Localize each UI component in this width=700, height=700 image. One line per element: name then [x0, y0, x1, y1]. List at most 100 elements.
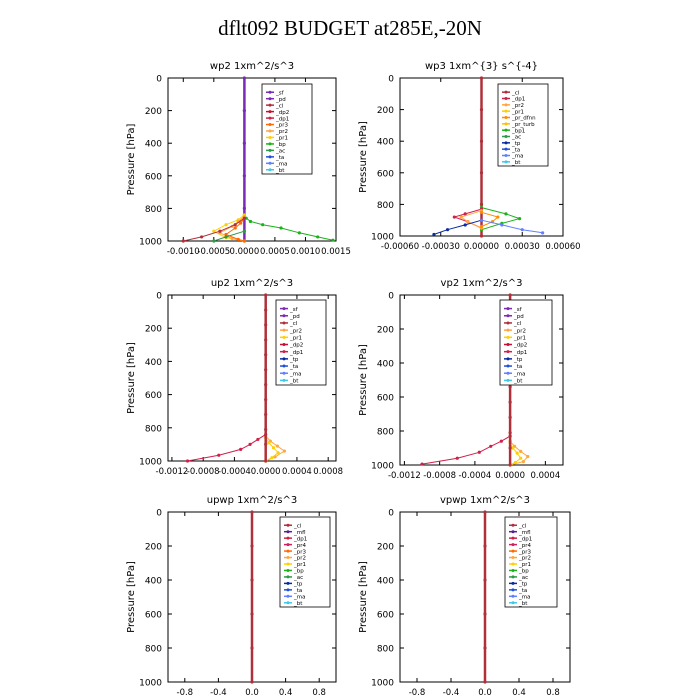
- y-tick-label: 1000: [371, 679, 394, 689]
- y-tick-label: 800: [377, 428, 394, 438]
- series-point-sf: [242, 141, 246, 145]
- series-point-cl: [479, 76, 484, 80]
- series-point-cl: [508, 415, 512, 419]
- legend-marker-ta: [286, 588, 290, 592]
- legend-marker-dp1: [268, 116, 272, 120]
- series-point-dp1: [452, 215, 456, 219]
- series-point-pr_dfnn: [479, 210, 484, 214]
- legend-marker-ta: [511, 588, 515, 592]
- y-tick-label: 0: [156, 75, 162, 85]
- series-point-cl: [264, 293, 268, 297]
- series-point-pr_dfnn: [496, 215, 500, 219]
- series-point-cl: [218, 229, 222, 233]
- legend-label: _mfl: [293, 530, 306, 536]
- series-line-bp: [481, 207, 522, 231]
- y-tick-label: 0: [156, 509, 162, 519]
- legend-label: _pd: [513, 314, 524, 320]
- legend-marker-sf: [506, 307, 510, 311]
- series-point-pr1: [276, 451, 280, 455]
- series-point-cl: [200, 235, 204, 239]
- x-tick-label: 0.4: [512, 688, 526, 698]
- x-tick-label: -0.0004: [218, 467, 251, 477]
- plot-frame: [399, 294, 564, 466]
- series-point-sf: [242, 76, 246, 80]
- series-point-cl: [264, 397, 268, 402]
- x-tick-label: 0.8: [546, 688, 560, 698]
- legend-label: _sf: [513, 307, 523, 313]
- series-point-pr1: [212, 229, 216, 233]
- legend-label: _pr3: [293, 549, 307, 555]
- y-tick-label: 400: [145, 577, 162, 587]
- legend-label: _pr1: [511, 109, 524, 115]
- legend-label: _cl: [275, 103, 284, 109]
- series-point-bp: [261, 223, 265, 227]
- legend-label: _cl: [518, 523, 527, 529]
- legend-marker-cl: [286, 523, 290, 527]
- series-point-dp1: [455, 456, 459, 460]
- legend-marker-cl: [511, 523, 515, 527]
- series-point-bp: [316, 235, 320, 239]
- legend-label: _pr2: [275, 129, 288, 135]
- x-tick-label: 0.0004: [531, 471, 561, 481]
- legend-box: [275, 299, 327, 386]
- series-point-cl: [483, 578, 487, 582]
- legend-label: _pr1: [289, 336, 302, 342]
- legend-label: _pr2: [518, 556, 531, 562]
- chart-vp2: vp2 1xm^2/s^3 Pressure [hPa] 0 200 400 600 800…: [358, 278, 564, 481]
- legend-label: _sf: [289, 307, 299, 313]
- y-tick-label: 600: [377, 394, 394, 404]
- x-tick-label: 0.0: [245, 688, 259, 698]
- y-tick-label: 800: [145, 205, 162, 215]
- series-point-dp1: [477, 450, 481, 454]
- series-point-tp: [432, 232, 436, 237]
- legend-label: _mfl: [518, 530, 531, 536]
- legend-marker-tp: [511, 581, 515, 585]
- series-line-tp: [433, 219, 482, 235]
- legend-marker-cl: [282, 321, 286, 325]
- chart-wp3: wp3 1xm^{3} s^{-4} Pressure [hPa] 0 200 400 6…: [358, 61, 581, 252]
- legend-label: _ac: [275, 149, 285, 155]
- y-tick-label: 0: [388, 509, 394, 519]
- series-point-cl: [264, 383, 268, 387]
- x-tick-label: 0.0: [478, 688, 492, 698]
- series-point-ma: [479, 218, 484, 222]
- series-point-pr2: [521, 460, 525, 464]
- series-point-ac: [212, 239, 216, 243]
- legend-label: _pr2: [293, 556, 306, 562]
- series-point-pr3: [239, 221, 243, 225]
- series-line-pr_dfnn: [481, 211, 499, 227]
- legend-label: _ac: [511, 135, 521, 141]
- legend-marker-pr2: [268, 129, 272, 133]
- x-tick-label: 0.4: [279, 688, 293, 698]
- legend-label: _tp: [513, 357, 523, 363]
- x-tick-label: 0.00030: [505, 242, 540, 252]
- legend-label: _cl: [289, 321, 298, 327]
- series-line-bp: [243, 214, 334, 241]
- series-point-cl: [242, 216, 246, 220]
- series-point-cl: [250, 612, 254, 616]
- series-point-cl: [483, 612, 487, 616]
- y-tick-label: 200: [377, 543, 394, 553]
- legend-marker-pd: [506, 314, 510, 318]
- series-point-cl: [508, 293, 512, 297]
- legend-label: _ma: [511, 154, 523, 160]
- legend-label: _sf: [275, 90, 285, 96]
- series-point-cl: [479, 139, 484, 143]
- legend-marker-pr1: [286, 562, 290, 566]
- y-tick-label: 400: [145, 358, 162, 368]
- series-point-cl: [483, 510, 487, 514]
- plot-title-vpwp: vpwp 1xm^2/s^3: [440, 495, 530, 506]
- legend-marker-bt: [282, 378, 286, 382]
- legend-marker-ta: [506, 364, 510, 368]
- series-point-cl: [264, 353, 268, 357]
- y-axis-label: Pressure [hPa]: [358, 344, 369, 416]
- series-point-cl: [479, 202, 484, 206]
- series-point-bp: [248, 219, 253, 224]
- x-tick-label: -0.0012: [388, 471, 421, 481]
- legend-label: _dp1: [293, 536, 307, 542]
- legend-label: _ta: [289, 364, 298, 370]
- series-point-bp: [504, 212, 508, 216]
- chart-up2: up2 1xm^2/s^3 Pressure [hPa] 0 200 400 600 800…: [126, 278, 343, 477]
- legend-marker-pr2: [282, 328, 286, 332]
